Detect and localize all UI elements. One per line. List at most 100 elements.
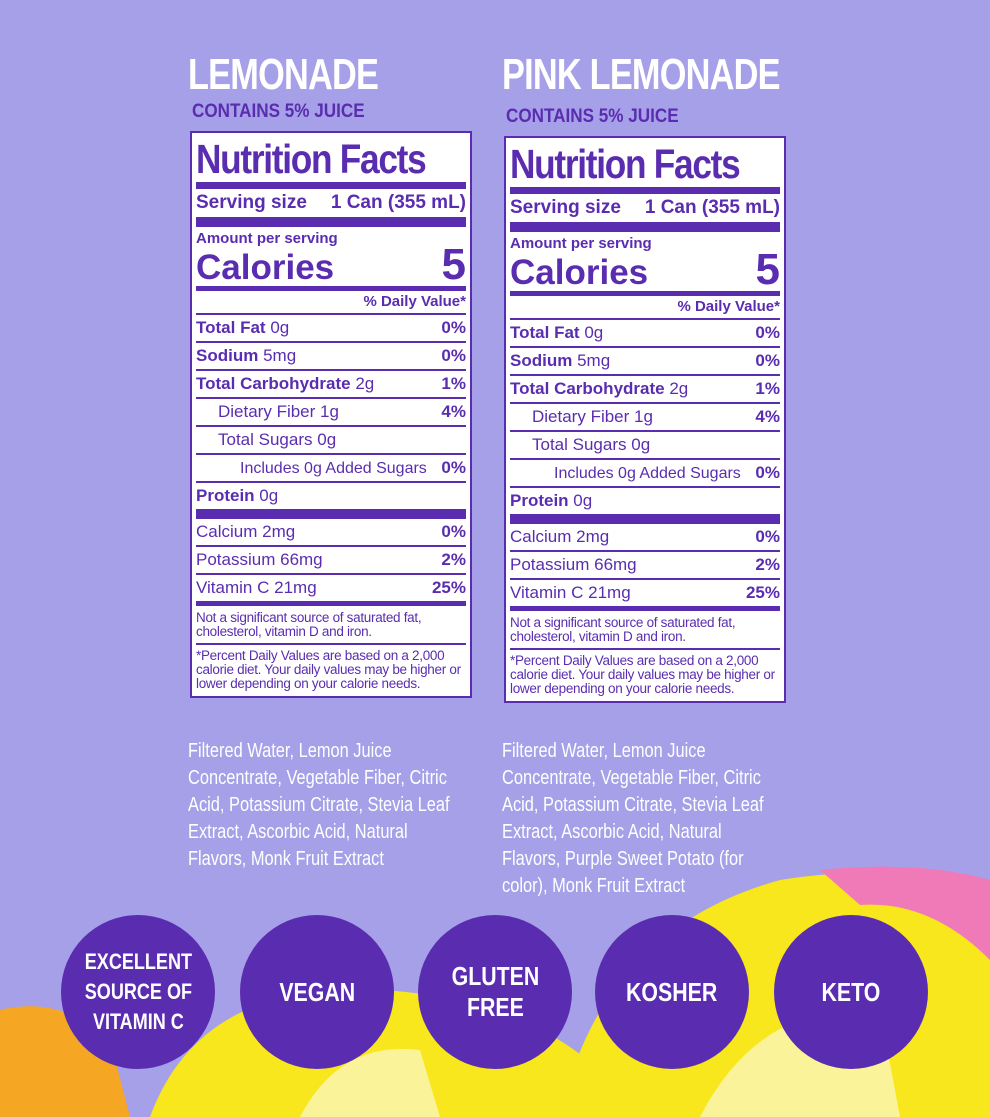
vitamin-dv: 2% <box>441 550 466 569</box>
nutrition-label: Nutrition Facts Serving size 1 Can (355 mL… <box>190 131 472 698</box>
nutrient-amount: 0g <box>259 486 279 505</box>
vitamin-name: Potassium <box>196 550 276 569</box>
nutrient-name: Sodium <box>510 351 573 370</box>
vitamin-dv: 25% <box>431 578 466 597</box>
nutrient-row: Total Sugars 0g <box>196 425 466 453</box>
nutrient: Includes 0g Added Sugars <box>196 456 427 482</box>
nutrient-name: Protein <box>510 491 569 510</box>
nutrient-name: Includes 0g Added Sugars <box>554 465 741 482</box>
nutrient-amount: 0g <box>631 435 651 454</box>
nutrient: Total Fat 0g <box>510 320 603 346</box>
label-note: Not a significant source of saturated fa… <box>510 606 780 648</box>
nutrient-dv: 1% <box>441 374 466 393</box>
vitamin: Calcium 2mg <box>196 519 295 545</box>
juice-content: CONTAINS 5% JUICE <box>506 106 679 127</box>
vitamin: Potassium 66mg <box>196 547 323 573</box>
nutrient: Total Sugars 0g <box>196 427 336 453</box>
badge-text: EXCELLENT SOURCE OF VITAMIN C <box>84 949 192 1034</box>
nutrient-name: Total Fat <box>510 323 580 342</box>
vitamin-amount: 2mg <box>576 527 610 546</box>
vitamin-name: Vitamin C <box>196 578 270 597</box>
nutrient-dv: 1% <box>755 379 780 398</box>
nutrient-dv: 0% <box>441 346 466 365</box>
nutrient-amount: 0g <box>584 323 604 342</box>
nutrient-row: Sodium 5mg 0% <box>196 341 466 369</box>
vitamin: Vitamin C 21mg <box>196 575 317 601</box>
nutrient-dv: 0% <box>441 318 466 337</box>
badge: KETO <box>774 915 928 1069</box>
nutrient-row: Includes 0g Added Sugars 0% <box>196 453 466 481</box>
vitamin-name: Calcium <box>196 522 258 541</box>
serving-label: Serving size <box>510 197 621 218</box>
nutrient: Total Sugars 0g <box>510 432 650 458</box>
nutrient-amount: 2g <box>669 379 689 398</box>
nutrient-name: Includes 0g Added Sugars <box>240 460 427 477</box>
nutrient-name: Total Carbohydrate <box>510 379 665 398</box>
nutrient: Total Fat 0g <box>196 315 289 341</box>
nutrient-row: Sodium 5mg 0% <box>510 346 780 374</box>
nutrient-row: Total Carbohydrate 2g 1% <box>196 369 466 397</box>
dv-header-text: % Daily Value* <box>363 293 466 310</box>
serving-label: Serving size <box>196 192 307 213</box>
product-name: PINK LEMONADE <box>502 50 781 99</box>
label-footnote: *Percent Daily Values are based on a 2,0… <box>510 648 780 698</box>
nutrient-dv: 4% <box>755 407 780 426</box>
amount-per-serving: Amount per serving <box>196 217 466 247</box>
nutrient-row: Total Fat 0g 0% <box>196 313 466 341</box>
serving-size: 1 Can (355 mL) <box>330 192 466 213</box>
calories-value: 5 <box>755 245 780 294</box>
label-note: Not a significant source of saturated fa… <box>196 601 466 643</box>
nutrient-amount: 5mg <box>263 346 297 365</box>
calories-row: Calories 5 <box>196 240 466 289</box>
serving-row: Serving size 1 Can (355 mL) <box>510 187 780 222</box>
nutrient-amount: 5mg <box>577 351 611 370</box>
vitamin: Vitamin C 21mg <box>510 580 631 606</box>
vitamin-row: Potassium 66mg 2% <box>510 550 780 578</box>
nutrient-amount: 0g <box>317 430 337 449</box>
serving-size: 1 Can (355 mL) <box>644 197 780 218</box>
nutrient: Sodium 5mg <box>510 348 610 374</box>
nutrient-name: Sodium <box>196 346 259 365</box>
badge: GLUTEN FREE <box>418 915 572 1069</box>
vitamin-dv: 25% <box>745 583 780 602</box>
vitamin-row: Vitamin C 21mg 25% <box>196 573 466 601</box>
nutrient-name: Dietary Fiber <box>532 407 630 426</box>
nutrient-row: Includes 0g Added Sugars 0% <box>510 458 780 486</box>
dv-header: % Daily Value* <box>196 286 466 313</box>
label-title: Nutrition Facts <box>196 136 427 182</box>
nutrient-name: Total Sugars <box>218 430 313 449</box>
calories-label: Calories <box>196 248 335 287</box>
vitamin-dv: 0% <box>755 527 780 546</box>
dv-header-text: % Daily Value* <box>677 298 780 315</box>
lemon-highlight <box>300 1048 440 1117</box>
nutrient-dv: 0% <box>755 351 780 370</box>
vitamin-name: Potassium <box>510 555 590 574</box>
nutrient-row: Dietary Fiber 1g 4% <box>510 402 780 430</box>
badge-text: VEGAN <box>279 976 355 1007</box>
ingredients: Filtered Water, Lemon Juice Concentrate,… <box>502 740 764 897</box>
label-footnote: *Percent Daily Values are based on a 2,0… <box>196 643 466 693</box>
vitamin-row: Calcium 2mg 0% <box>196 509 466 545</box>
vitamin-amount: 21mg <box>274 578 317 597</box>
juice-content: CONTAINS 5% JUICE <box>192 101 365 122</box>
nutrient-row: Protein 0g <box>510 486 780 514</box>
nutrient: Protein 0g <box>196 483 278 509</box>
amount-per-serving: Amount per serving <box>510 222 780 252</box>
product-name: LEMONADE <box>188 50 379 99</box>
nutrient: Dietary Fiber 1g <box>196 399 339 425</box>
calories-value: 5 <box>441 240 466 289</box>
serving-row: Serving size 1 Can (355 mL) <box>196 182 466 217</box>
vitamin-name: Vitamin C <box>510 583 584 602</box>
nutrient-dv: 0% <box>755 323 780 342</box>
vitamin-amount: 21mg <box>588 583 631 602</box>
nutrient-name: Total Fat <box>196 318 266 337</box>
badge-text: KETO <box>821 976 881 1007</box>
nutrient-amount: 0g <box>573 491 593 510</box>
nutrient-row: Protein 0g <box>196 481 466 509</box>
nutrition-label: Nutrition Facts Serving size 1 Can (355 mL… <box>504 136 786 703</box>
vitamin-amount: 66mg <box>594 555 637 574</box>
badge: EXCELLENT SOURCE OF VITAMIN C <box>61 915 215 1069</box>
nutrient-name: Total Sugars <box>532 435 627 454</box>
nutrient: Total Carbohydrate 2g <box>510 376 688 402</box>
nutrient-amount: 1g <box>634 407 653 426</box>
